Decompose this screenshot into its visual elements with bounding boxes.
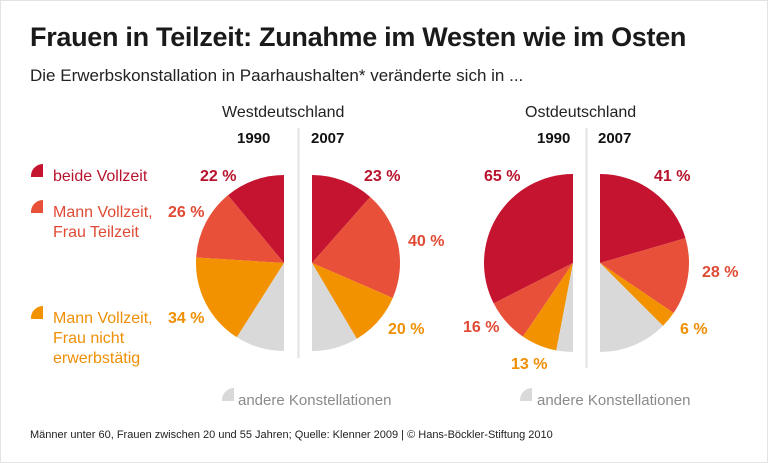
data-label-west-2007-teilzeit: 40 % [408,233,445,250]
legend-label: Mann Vollzeit, [53,310,153,327]
data-label-east-1990-beide: 65 % [484,168,521,185]
legend-item-frau-nicht-erwerbstaetig: Mann Vollzeit, Frau nicht erwerbstätig [53,309,153,369]
footer-source: Männer unter 60, Frauen zwischen 20 und … [30,429,553,441]
slice-ostdeutschland-1990-2 [522,263,573,351]
data-label-west-2007-beide: 23 % [364,168,401,185]
chart-title: Frauen in Teilzeit: Zunahme im Westen wi… [30,22,687,52]
data-label-east-2007-teilzeit: 28 % [702,264,739,281]
data-label-west-1990-teilzeit: 26 % [168,204,205,221]
year-label-west-2007: 2007 [311,130,345,147]
legend-item-beide-vollzeit: beide Vollzeit [53,167,147,187]
slice-ostdeutschland-2007-3 [600,263,663,352]
slice-ostdeutschland-1990-1 [493,263,573,337]
slice-westdeutschland-1990-0 [227,175,284,263]
slice-ostdeutschland-1990-3 [556,263,573,352]
slice-westdeutschland-1990-3 [236,263,284,351]
legend-swatch-icon-2 [30,305,43,319]
data-label-west-2007-nicht: 20 % [388,321,425,338]
slice-westdeutschland-2007-0 [312,175,371,263]
region-label-east: Ostdeutschland [525,104,637,121]
slice-westdeutschland-2007-1 [312,196,401,298]
slice-westdeutschland-1990-2 [196,257,284,338]
year-label-east-2007: 2007 [598,130,632,147]
legend-swatch-icon-0 [30,163,43,177]
slice-ostdeutschland-2007-2 [600,263,674,326]
legend-item-andere-west: andere Konstellationen [238,392,392,409]
data-label-west-1990-nicht: 34 % [168,310,205,327]
slice-ostdeutschland-2007-0 [600,174,686,263]
legend-swatch-icon-3 [221,387,234,401]
legend-swatch-icon-4 [519,387,532,401]
data-label-east-1990-teilzeit: 16 % [463,319,500,336]
legend-label: beide Vollzeit [53,168,148,185]
data-label-east-1990-nicht: 13 % [511,356,548,373]
legend-swatch-icon-1 [30,199,43,213]
year-label-west-1990: 1990 [237,130,271,147]
chart-subtitle: Die Erwerbskonstallation in Paarhaushalt… [30,66,524,85]
slice-ostdeutschland-1990-0 [484,174,573,304]
slice-westdeutschland-2007-2 [312,263,393,339]
region-label-west: Westdeutschland [222,104,345,121]
slice-ostdeutschland-2007-1 [600,238,689,314]
legend-item-frau-teilzeit: Mann Vollzeit, Frau Teilzeit [53,203,153,243]
data-label-west-1990-beide: 22 % [200,168,237,185]
legend-label: erwerbstätig [53,350,141,367]
slice-westdeutschland-1990-1 [196,195,284,263]
legend-label: Frau Teilzeit [53,224,139,241]
year-label-east-1990: 1990 [537,130,571,147]
slice-westdeutschland-2007-3 [312,263,357,351]
legend-label: Mann Vollzeit, [53,204,153,221]
data-label-east-2007-beide: 41 % [654,168,691,185]
legend-item-andere-east: andere Konstellationen [537,392,691,409]
data-label-east-2007-nicht: 6 % [680,321,708,338]
legend-label: Frau nicht [53,330,125,347]
